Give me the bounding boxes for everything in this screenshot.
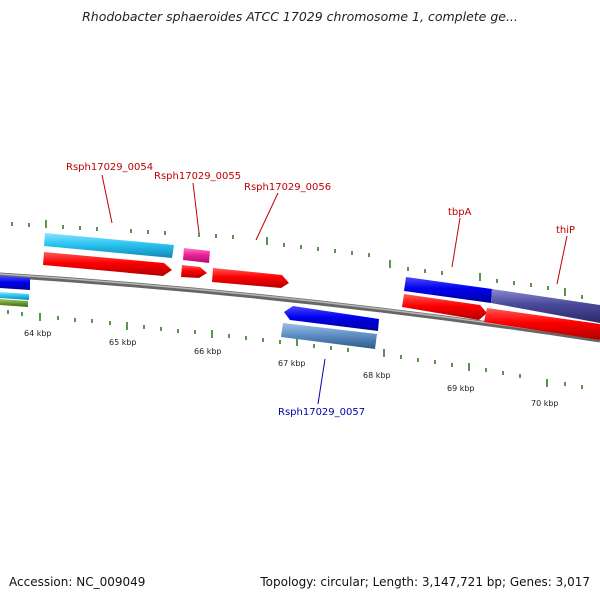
scale-labels: 64 kbp 65 kbp 66 kbp 67 kbp 68 kbp 69 kb… <box>24 329 559 408</box>
gene-label-rsph17029-0054: Rsph17029_0054 <box>66 162 153 224</box>
gene-arrow <box>212 268 289 288</box>
gene-feature <box>491 289 600 323</box>
gene-feature <box>404 277 492 303</box>
gene-label: Rsph17029_0054 <box>66 162 153 173</box>
gene-label: Rsph17029_0057 <box>278 407 365 418</box>
scale-label: 69 kbp <box>447 384 475 393</box>
scale-label: 64 kbp <box>24 329 52 338</box>
gene-feature <box>44 233 174 258</box>
gene-label: Rsph17029_0056 <box>244 182 331 193</box>
scale-label: 68 kbp <box>363 371 391 380</box>
gene-feature <box>183 248 210 263</box>
outer-tick-track <box>11 220 583 299</box>
scale-label: 66 kbp <box>194 347 222 356</box>
gene-label-rsph17029-0057: Rsph17029_0057 <box>278 358 365 418</box>
scale-label: 67 kbp <box>278 359 306 368</box>
gene-feature <box>0 299 28 307</box>
gene-label: thiP <box>556 225 575 236</box>
genome-backbone <box>0 272 600 343</box>
gene-label-rsph17029-0055: Rsph17029_0055 <box>154 171 241 234</box>
gene-label-thiP: thiP <box>556 225 575 285</box>
gene-label-rsph17029-0056: Rsph17029_0056 <box>244 182 331 241</box>
gene-feature <box>0 276 30 290</box>
gene-label-tbpA: tbpA <box>448 207 472 268</box>
gene-arrow <box>284 306 379 331</box>
gene-label: Rsph17029_0055 <box>154 171 241 182</box>
gene-label: tbpA <box>448 207 472 218</box>
summary-text: Topology: circular; Length: 3,147,721 bp… <box>260 575 590 589</box>
map-title: Rhodobacter sphaeroides ATCC 17029 chrom… <box>82 9 518 24</box>
gene-arrow <box>402 294 487 320</box>
inner-tick-track <box>7 310 583 389</box>
gene-feature <box>281 323 377 349</box>
scale-label: 65 kbp <box>109 338 137 347</box>
left-edge-features <box>0 276 30 307</box>
gene-arrow <box>181 265 207 278</box>
gene-feature <box>0 292 29 300</box>
scale-label: 70 kbp <box>531 399 559 408</box>
gene-arrow <box>43 252 172 276</box>
accession-text: Accession: NC_009049 <box>9 575 146 589</box>
gene-arrow <box>484 308 600 340</box>
